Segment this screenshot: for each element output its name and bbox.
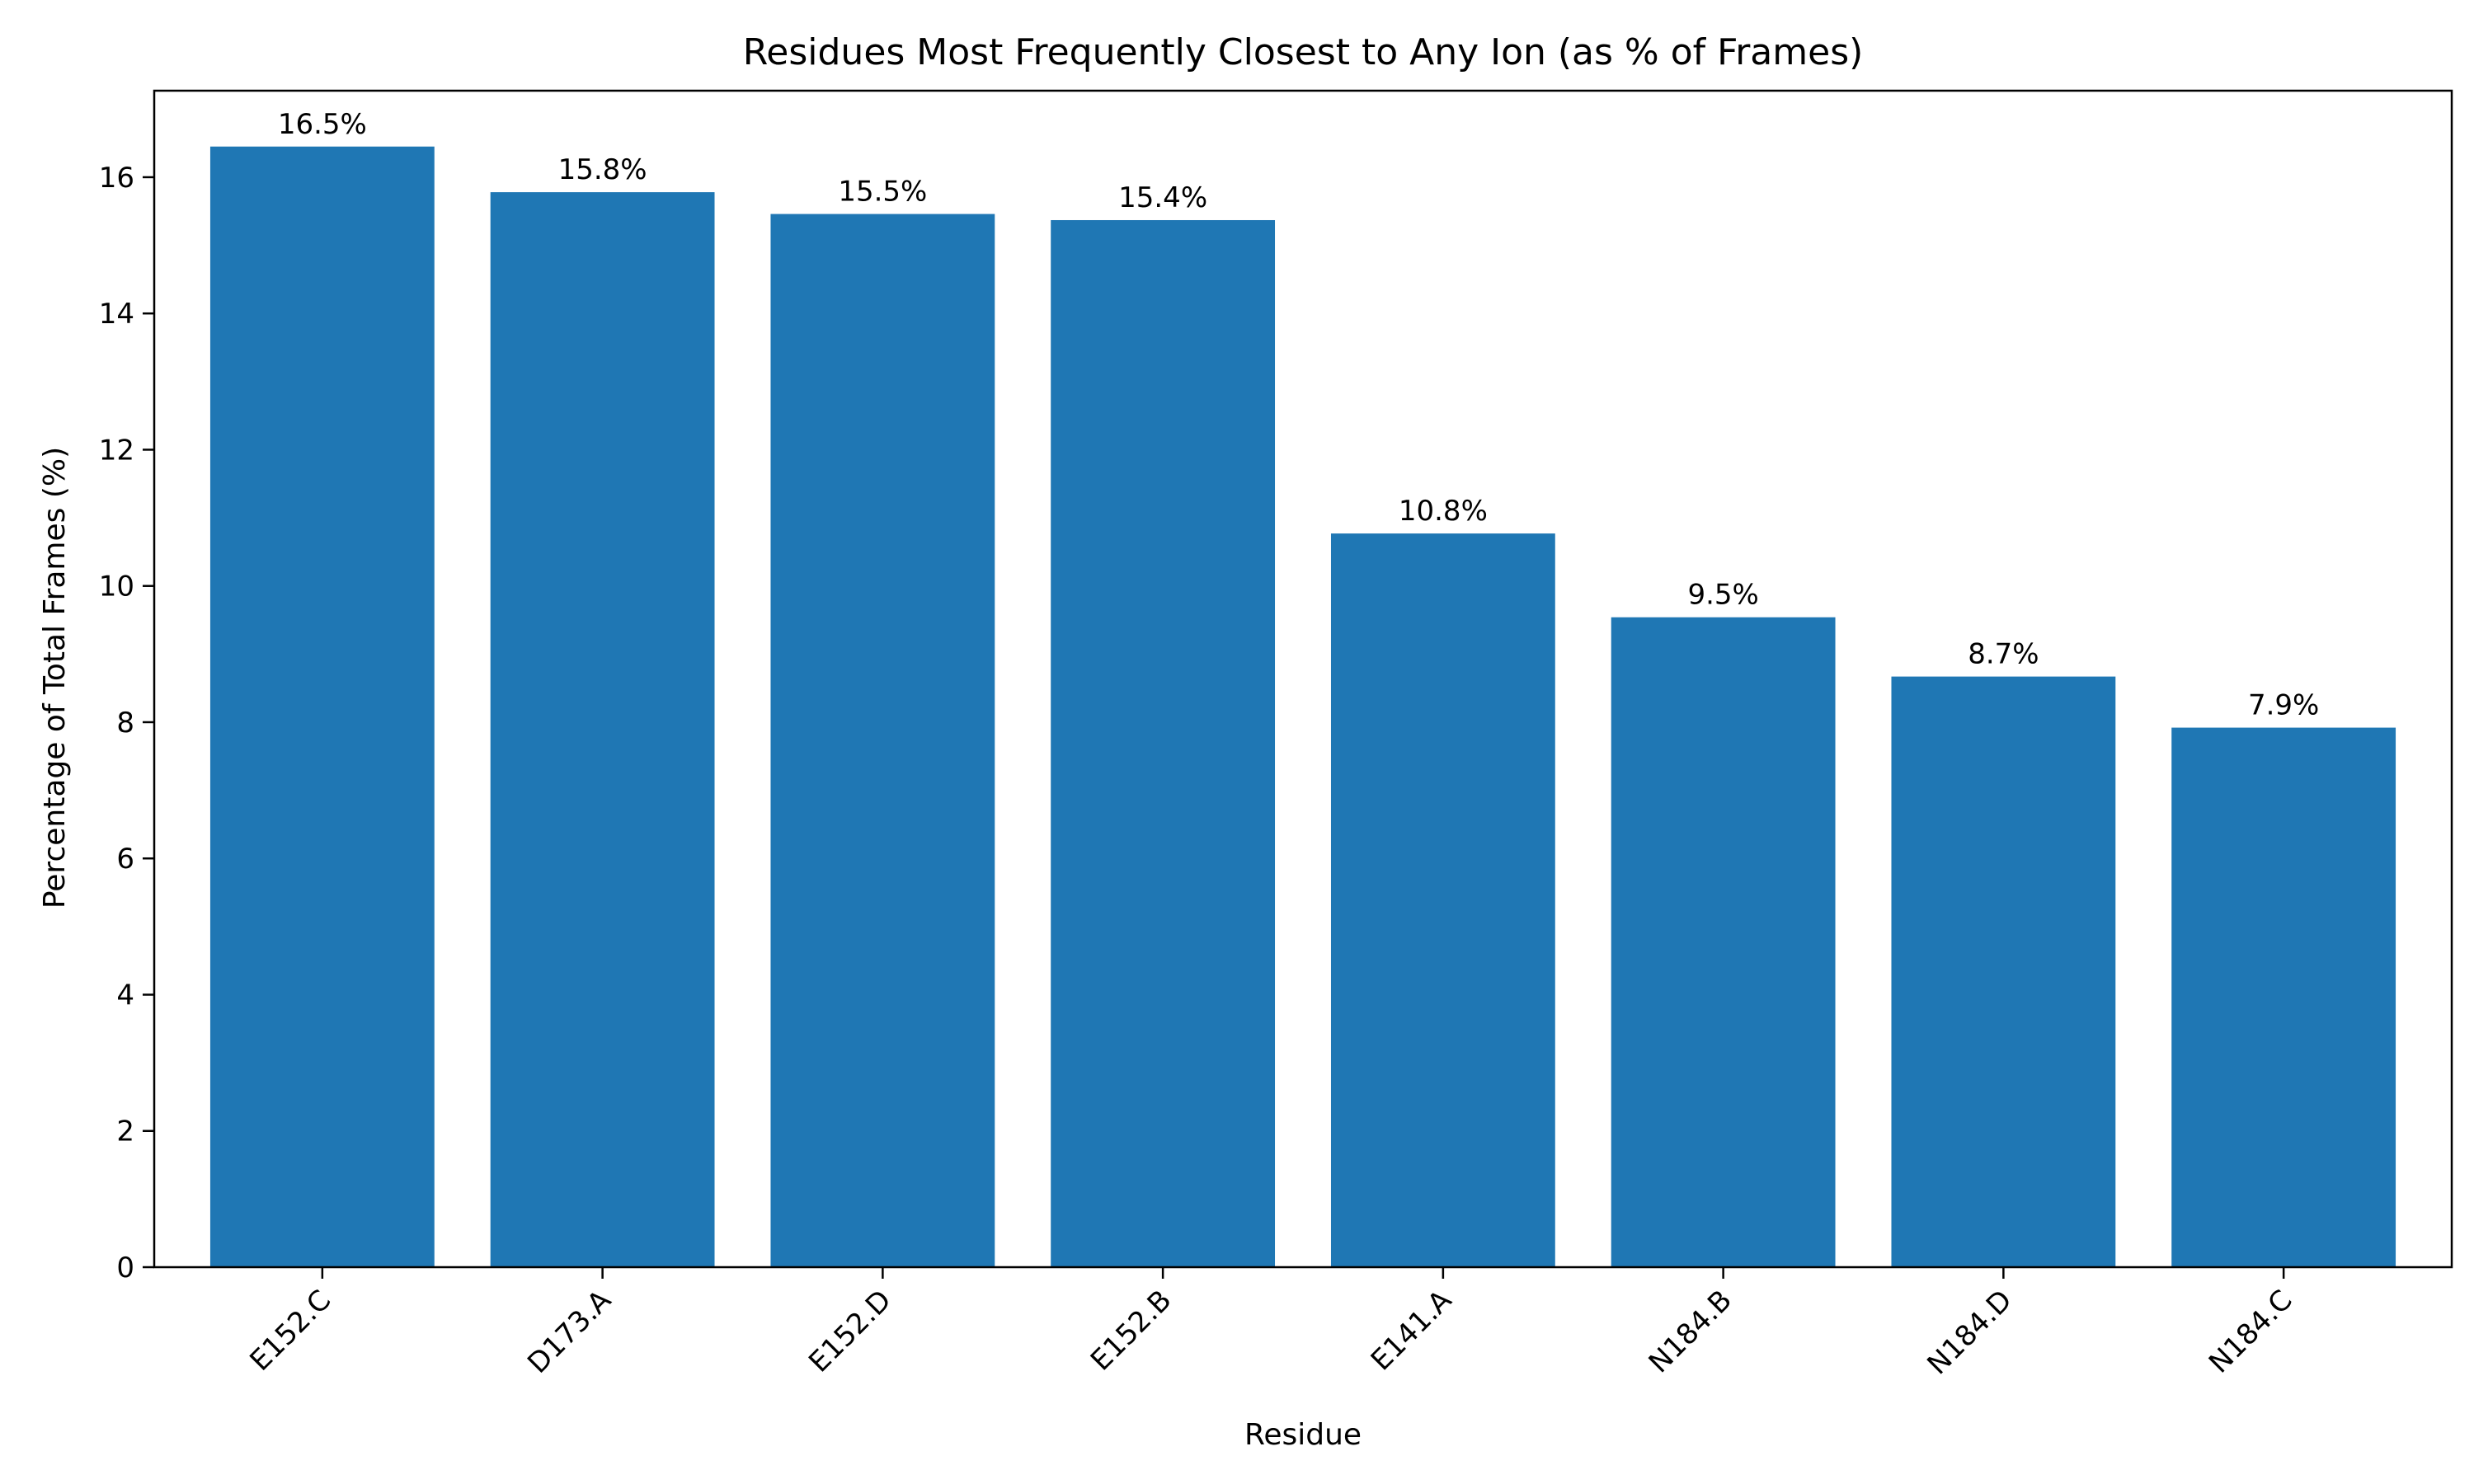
x-tick-label-E152.B: E152.B (1084, 1284, 1178, 1378)
y-axis: 0 2 4 6 8 10 12 14 16 (99, 162, 154, 1284)
y-tick-label: 16 (99, 162, 134, 195)
bar-N184.B (1611, 617, 1836, 1267)
x-tick-label-D173.A: D173.A (521, 1284, 618, 1380)
x-axis: E152.C D173.A E152.D E152.B E141.A N184.B N184… (243, 1267, 2299, 1381)
y-tick-label: 14 (99, 298, 134, 331)
data-label-E152.D: 15.5% (838, 176, 927, 209)
bar-E152.C (209, 146, 435, 1268)
plot-area-frame (153, 89, 2453, 1269)
y-tick-label: 2 (116, 1115, 134, 1148)
data-label-E152.C: 16.5% (278, 108, 367, 141)
bar-E152.D (770, 214, 995, 1267)
y-tick-label: 6 (116, 843, 134, 876)
y-tick-label: 12 (99, 434, 134, 467)
bar-N184.D (1891, 676, 2116, 1267)
data-label-E152.B: 15.4% (1118, 181, 1207, 214)
data-label-N184.C: 7.9% (2248, 689, 2319, 722)
data-label-N184.D: 8.7% (1968, 638, 2039, 671)
y-tick-label: 8 (116, 707, 134, 740)
y-tick-label: 10 (99, 571, 134, 603)
x-tick-label-E152.C: E152.C (243, 1284, 337, 1378)
data-label-E141.A: 10.8% (1399, 495, 1488, 528)
x-tick-label-N184.B: N184.B (1643, 1284, 1738, 1379)
bars-group (209, 146, 2396, 1268)
bar-E141.A (1330, 533, 1555, 1267)
y-axis-label: Percentage of Total Frames (%) (38, 447, 72, 909)
data-label-D173.A: 15.8% (558, 153, 647, 186)
bar-D173.A (490, 192, 715, 1268)
x-axis-label: Residue (1244, 1418, 1362, 1452)
x-tick-label-E141.A: E141.A (1365, 1284, 1458, 1377)
bar-E152.B (1051, 219, 1276, 1268)
x-tick-label-E152.D: E152.D (802, 1284, 898, 1379)
y-tick-label: 0 (116, 1252, 134, 1284)
data-label-N184.B: 9.5% (1687, 579, 1758, 612)
bar-N184.C (2171, 727, 2396, 1267)
data-labels-group: 16.5% 15.8% 15.5% 15.4% 10.8% 9.5% 8.7% 7.9% (278, 108, 2319, 722)
y-tick-label: 4 (116, 979, 134, 1012)
x-tick-label-N184.D: N184.D (1921, 1284, 2018, 1381)
x-tick-label-N184.C: N184.C (2203, 1284, 2299, 1380)
chart-title: Residues Most Frequently Closest to Any … (743, 31, 1864, 73)
